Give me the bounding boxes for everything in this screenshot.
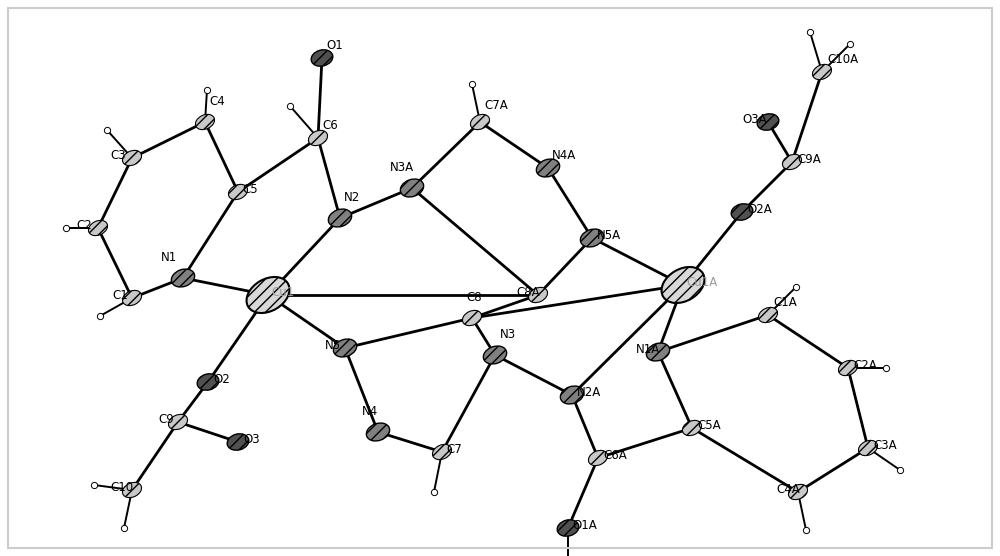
Ellipse shape: [470, 115, 490, 130]
Ellipse shape: [122, 150, 142, 166]
Ellipse shape: [227, 434, 249, 450]
Ellipse shape: [400, 179, 424, 197]
Text: C1A: C1A: [773, 296, 797, 309]
Text: C6A: C6A: [603, 449, 627, 462]
Ellipse shape: [122, 483, 142, 498]
Text: C8: C8: [466, 291, 482, 304]
Ellipse shape: [788, 484, 808, 500]
Text: N3: N3: [500, 328, 516, 341]
Text: C5: C5: [242, 183, 258, 196]
Ellipse shape: [757, 114, 779, 130]
Text: O2: O2: [213, 373, 230, 386]
Text: Cu1: Cu1: [271, 286, 294, 299]
Text: N4: N4: [362, 405, 378, 418]
Ellipse shape: [646, 343, 670, 361]
Ellipse shape: [580, 229, 604, 247]
Text: N1: N1: [161, 251, 177, 264]
Text: C1: C1: [112, 289, 128, 302]
Text: O1: O1: [326, 39, 343, 52]
Ellipse shape: [483, 346, 507, 364]
Ellipse shape: [197, 374, 219, 390]
Text: N4A: N4A: [552, 149, 576, 162]
Ellipse shape: [812, 64, 832, 80]
Ellipse shape: [560, 386, 584, 404]
Ellipse shape: [858, 440, 878, 455]
Ellipse shape: [168, 414, 188, 430]
Text: N2: N2: [344, 191, 360, 204]
Text: C4: C4: [209, 95, 225, 108]
Text: C8A: C8A: [516, 286, 540, 299]
Ellipse shape: [228, 185, 248, 200]
Ellipse shape: [328, 209, 352, 227]
Text: N2A: N2A: [577, 386, 601, 399]
Text: C4A: C4A: [776, 483, 800, 496]
Ellipse shape: [588, 450, 608, 465]
Text: N1A: N1A: [636, 343, 660, 356]
Ellipse shape: [782, 155, 802, 170]
Ellipse shape: [432, 444, 452, 460]
Ellipse shape: [195, 115, 215, 130]
Ellipse shape: [731, 203, 753, 220]
Ellipse shape: [557, 520, 579, 536]
Ellipse shape: [758, 307, 778, 322]
Text: N3A: N3A: [390, 161, 414, 174]
Text: C7: C7: [446, 443, 462, 456]
Ellipse shape: [171, 269, 195, 287]
Ellipse shape: [536, 159, 560, 177]
Ellipse shape: [838, 360, 858, 376]
Text: C10A: C10A: [827, 53, 858, 66]
Ellipse shape: [366, 423, 390, 441]
Ellipse shape: [662, 267, 704, 303]
Ellipse shape: [462, 310, 482, 326]
Text: C6: C6: [322, 119, 338, 132]
Text: C5A: C5A: [697, 419, 721, 432]
Text: N5: N5: [325, 339, 341, 352]
Ellipse shape: [333, 339, 357, 357]
Text: N5A: N5A: [597, 229, 621, 242]
Text: O3: O3: [243, 433, 260, 446]
Text: O2A: O2A: [747, 203, 772, 216]
Text: C9: C9: [158, 413, 174, 426]
Text: C9A: C9A: [797, 153, 821, 166]
Text: C10: C10: [110, 481, 133, 494]
Text: C3: C3: [110, 149, 126, 162]
Text: C2: C2: [76, 219, 92, 232]
Ellipse shape: [682, 420, 702, 435]
Text: O3A: O3A: [742, 113, 767, 126]
Ellipse shape: [247, 277, 289, 313]
Text: O1A: O1A: [572, 519, 597, 532]
Ellipse shape: [528, 287, 548, 302]
Ellipse shape: [122, 290, 142, 306]
Text: C2A: C2A: [853, 359, 877, 372]
Text: C3A: C3A: [873, 439, 897, 452]
Ellipse shape: [308, 130, 328, 146]
Text: Cu1A: Cu1A: [686, 276, 717, 289]
Text: C7A: C7A: [484, 99, 508, 112]
Ellipse shape: [88, 220, 108, 236]
Ellipse shape: [311, 50, 333, 66]
